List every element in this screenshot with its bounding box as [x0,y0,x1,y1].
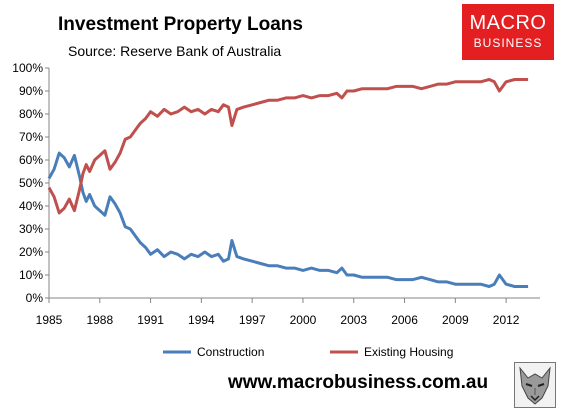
macrobusiness-logo: MACRO BUSINESS [462,4,554,60]
y-tick-label: 70% [19,130,43,144]
chart-series [47,78,529,288]
logo-line-1: MACRO [469,12,547,34]
x-tick-label: 1988 [86,313,113,327]
x-tick-label: 1997 [239,313,266,327]
legend-label: Existing Housing [364,345,453,359]
chart-legend: Construction Existing Housing [163,345,453,359]
x-tick-label: 2006 [391,313,418,327]
y-tick-label: 20% [19,245,43,259]
website-url: www.macrobusiness.com.au [228,372,489,393]
y-tick-label: 60% [19,153,43,167]
x-tick-label: 1985 [36,313,63,327]
x-tick-label: 2003 [340,313,367,327]
x-tick-label: 2009 [442,313,469,327]
series-line-existing-housing [47,78,529,215]
logo-line-2: BUSINESS [473,36,543,50]
y-tick-label: 90% [19,84,43,98]
y-tick-label: 50% [19,176,43,190]
legend-label: Construction [197,345,264,359]
chart-title: Investment Property Loans [58,14,303,35]
x-tick-label: 2000 [290,313,317,327]
chart-axes: 0% 10% 20% 30% 40% 50% 60% 70% 80% 90% 100% 1985 198… [12,61,540,327]
y-tick-label: 100% [12,61,43,75]
x-tick-label: 1991 [137,313,164,327]
y-tick-label: 30% [19,222,43,236]
y-tick-label: 40% [19,199,43,213]
y-tick-label: 80% [19,107,43,121]
y-tick-label: 0% [26,291,44,305]
y-tick-label: 10% [19,268,43,282]
series-line-construction [47,151,529,288]
x-tick-label: 2012 [493,313,520,327]
wolf-head-icon [514,362,556,408]
chart-subtitle: Source: Reserve Bank of Australia [68,43,282,59]
x-tick-label: 1994 [188,313,215,327]
